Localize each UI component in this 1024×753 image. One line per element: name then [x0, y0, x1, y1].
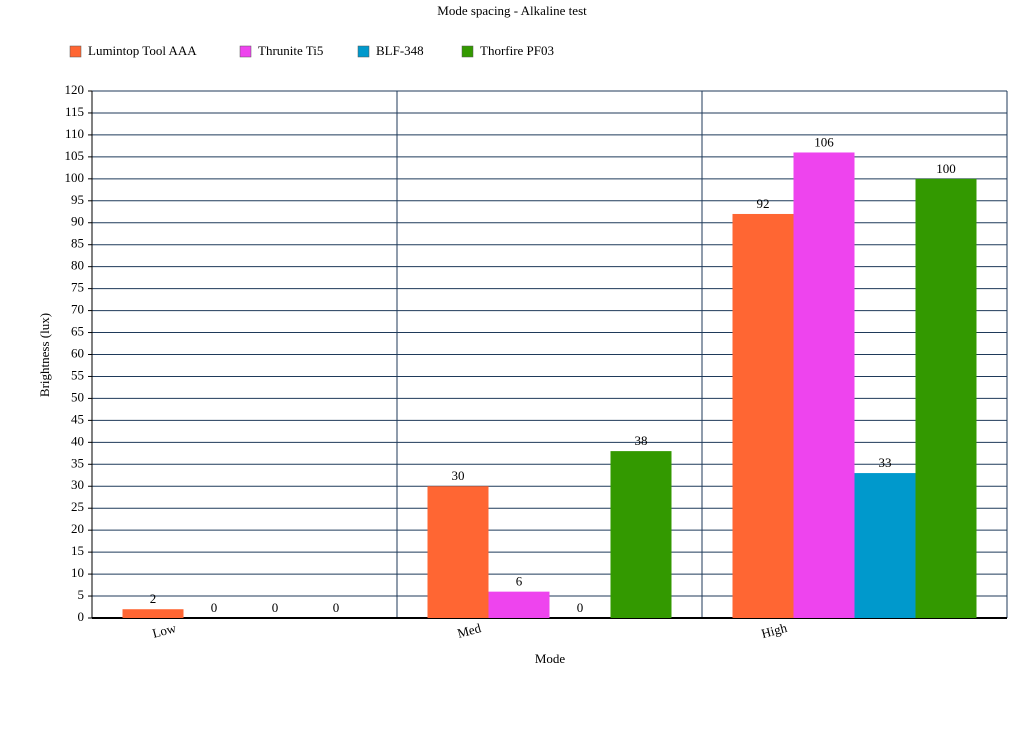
data-label: 0 — [272, 600, 279, 615]
x-axis-label: Mode — [535, 651, 566, 666]
legend-swatch — [461, 45, 474, 58]
data-label: 0 — [577, 600, 584, 615]
y-tick-label: 110 — [65, 126, 84, 141]
y-tick-label: 35 — [71, 455, 84, 470]
y-tick-label: 30 — [71, 477, 84, 492]
legend-label: Thrunite Ti5 — [258, 43, 323, 58]
data-label: 0 — [333, 600, 340, 615]
legend-swatch — [239, 45, 252, 58]
legend-swatch — [69, 45, 82, 58]
y-tick-label: 70 — [71, 302, 84, 317]
y-tick-label: 95 — [71, 192, 84, 207]
data-label: 6 — [516, 574, 523, 589]
data-label: 30 — [452, 468, 465, 483]
y-tick-label: 0 — [78, 609, 85, 624]
y-tick-label: 105 — [65, 148, 85, 163]
y-tick-label: 25 — [71, 499, 84, 514]
y-tick-label: 15 — [71, 543, 84, 558]
bar — [854, 473, 916, 618]
x-tick-label: High — [760, 620, 789, 641]
data-label: 33 — [879, 455, 892, 470]
legend-label: Thorfire PF03 — [480, 43, 554, 58]
data-label: 106 — [814, 134, 834, 149]
y-tick-label: 65 — [71, 324, 84, 339]
y-tick-label: 10 — [71, 565, 84, 580]
bar — [915, 178, 977, 619]
y-tick-label: 5 — [78, 587, 85, 602]
y-tick-label: 115 — [65, 104, 84, 119]
chart-title: Mode spacing - Alkaline test — [437, 3, 587, 18]
y-axis-label: Brightness (lux) — [37, 313, 52, 397]
bar — [610, 451, 672, 618]
y-tick-label: 60 — [71, 345, 84, 360]
y-tick-label: 75 — [71, 280, 84, 295]
y-tick-label: 120 — [65, 82, 85, 97]
y-tick-label: 55 — [71, 367, 84, 382]
bar — [427, 486, 489, 618]
bar — [122, 609, 184, 618]
data-label: 0 — [211, 600, 218, 615]
data-label: 38 — [635, 433, 648, 448]
y-tick-label: 100 — [65, 170, 85, 185]
legend-label: BLF-348 — [376, 43, 424, 58]
bar — [732, 213, 794, 618]
y-tick-label: 90 — [71, 214, 84, 229]
y-tick-label: 40 — [71, 433, 84, 448]
y-tick-label: 50 — [71, 389, 84, 404]
legend-label: Lumintop Tool AAA — [88, 43, 197, 58]
x-tick-label: Med — [456, 620, 483, 641]
y-tick-label: 45 — [71, 411, 84, 426]
legend-swatch — [357, 45, 370, 58]
bar — [488, 591, 550, 618]
y-tick-label: 80 — [71, 258, 84, 273]
data-label: 100 — [936, 161, 956, 176]
data-label: 92 — [757, 196, 770, 211]
bar — [793, 152, 855, 618]
y-tick-label: 20 — [71, 521, 84, 536]
y-tick-label: 85 — [71, 236, 84, 251]
x-tick-label: Low — [151, 620, 178, 641]
data-label: 2 — [150, 591, 157, 606]
